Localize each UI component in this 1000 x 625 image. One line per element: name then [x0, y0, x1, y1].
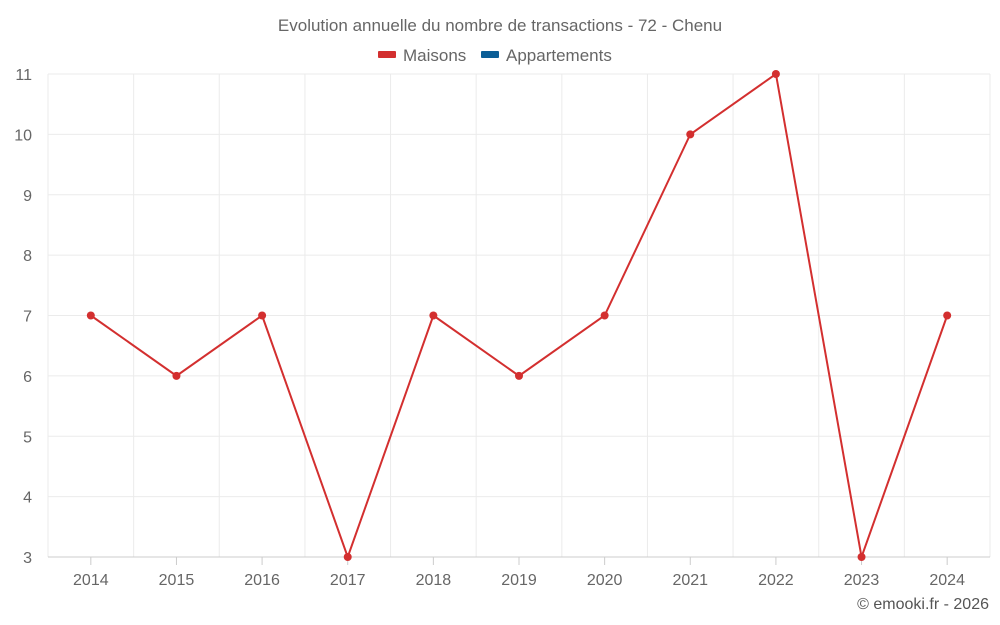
x-tick-label: 2021 — [672, 572, 708, 589]
y-tick-label: 5 — [23, 429, 32, 446]
data-point-maisons-2014[interactable] — [86, 311, 95, 320]
data-point-maisons-2019[interactable] — [515, 371, 523, 380]
legend-label-appartements: Appartements — [506, 46, 612, 65]
x-tick-label: 2016 — [244, 572, 280, 589]
y-tick-label: 3 — [23, 550, 32, 567]
data-point-maisons-2022[interactable] — [771, 70, 780, 78]
x-tick-label: 2017 — [330, 572, 366, 589]
data-point-maisons-2021[interactable] — [686, 130, 695, 139]
y-tick-label: 7 — [23, 309, 32, 326]
legend-swatch-appartements — [481, 51, 499, 58]
legend-item-maisons[interactable]: Maisons — [378, 46, 466, 65]
series — [86, 70, 952, 561]
x-tick-label: 2024 — [929, 572, 965, 589]
x-tick-label: 2023 — [844, 572, 880, 589]
legend-item-appartements[interactable]: Appartements — [481, 46, 612, 65]
data-point-maisons-2015[interactable] — [172, 371, 181, 380]
credit-text: © emooki.fr - 2026 — [857, 596, 989, 613]
chart-title: Evolution annuelle du nombre de transact… — [278, 16, 722, 35]
x-tick-label: 2014 — [73, 572, 109, 589]
data-point-maisons-2023[interactable] — [857, 553, 866, 561]
data-point-maisons-2017[interactable] — [343, 553, 352, 561]
data-point-maisons-2024[interactable] — [943, 311, 952, 320]
x-tick-label: 2015 — [159, 572, 195, 589]
data-point-maisons-2020[interactable] — [600, 311, 609, 320]
x-tick-label: 2019 — [501, 572, 537, 589]
y-tick-label: 11 — [15, 67, 32, 84]
y-axis: 3 4 5 6 7 8 9 10 11 — [14, 67, 32, 567]
x-tick-label: 2020 — [587, 572, 623, 589]
legend-label-maisons: Maisons — [403, 46, 466, 65]
x-axis: 2014 2015 2016 2017 2018 2019 2020 2021 2022 2023… — [48, 556, 990, 589]
y-tick-label: 10 — [14, 127, 32, 144]
y-tick-label: 9 — [23, 188, 32, 205]
x-tick-label: 2022 — [758, 572, 794, 589]
y-tick-label: 8 — [23, 248, 32, 265]
legend-swatch-maisons — [378, 51, 396, 58]
data-point-maisons-2018[interactable] — [429, 311, 438, 320]
data-point-maisons-2016[interactable] — [258, 311, 267, 320]
y-tick-label: 6 — [23, 369, 32, 386]
y-tick-label: 4 — [23, 490, 32, 507]
x-tick-label: 2018 — [416, 572, 452, 589]
legend: Maisons Appartements — [378, 46, 612, 65]
